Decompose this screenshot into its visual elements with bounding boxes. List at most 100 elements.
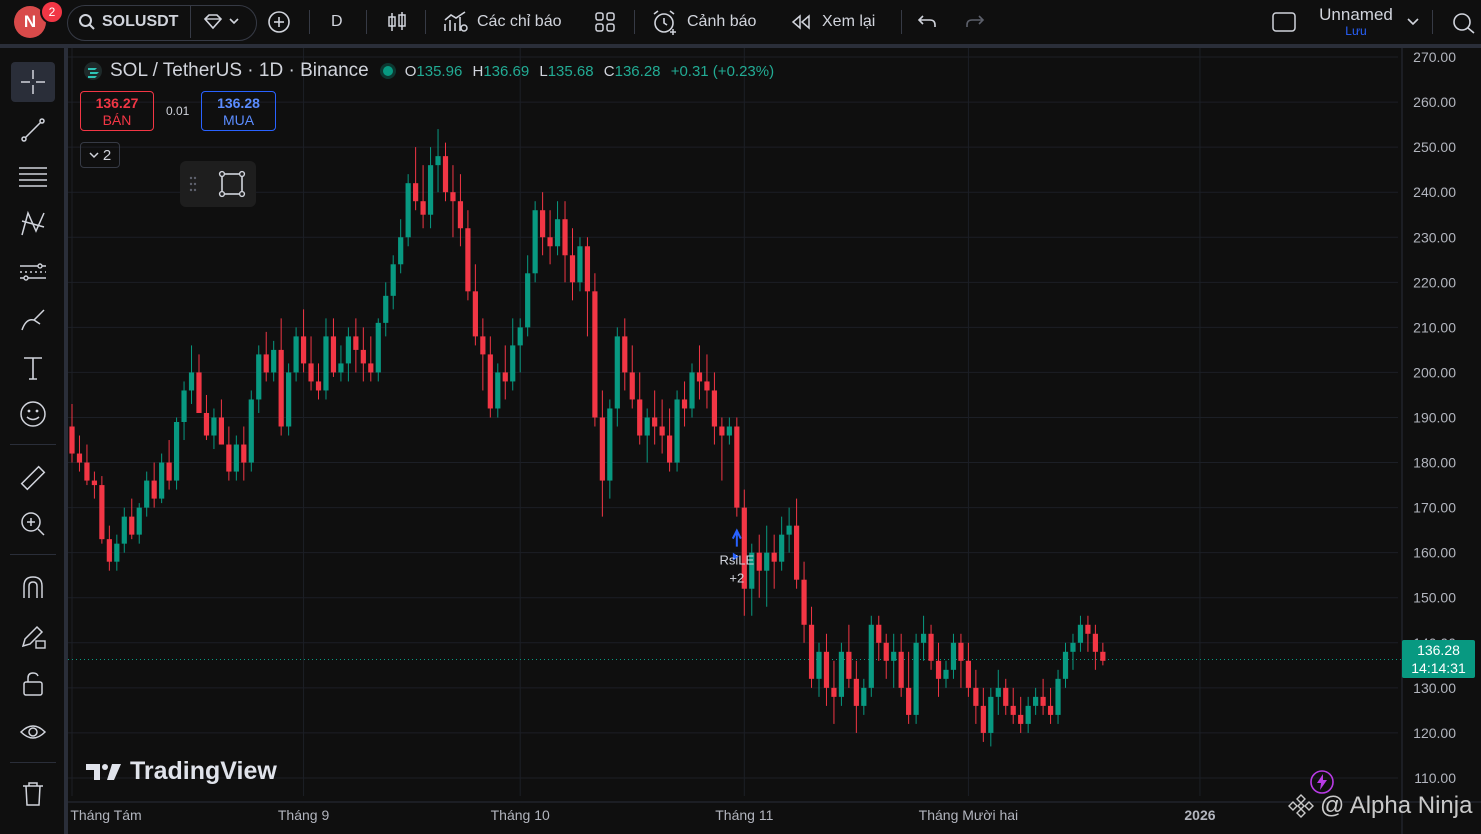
crosshair-tool[interactable] (11, 62, 55, 102)
candle-body (958, 642, 964, 661)
candle-body (76, 453, 83, 463)
candle-body (584, 246, 591, 292)
buy-button[interactable]: 136.28 MUA (201, 91, 276, 131)
y-tick-label: 130.00 (1413, 680, 1456, 696)
y-tick-label: 150.00 (1413, 590, 1456, 606)
layout-name-block[interactable]: Unnamed Lưu (1308, 5, 1404, 38)
y-tick-label: 250.00 (1413, 139, 1456, 155)
undo-icon[interactable] (916, 0, 938, 44)
candle-body (480, 336, 486, 355)
symbol-name[interactable]: SOLUSDT (102, 13, 179, 30)
search-icon (78, 0, 96, 44)
candle-body (861, 687, 867, 706)
candle-body (622, 336, 628, 373)
indicators-label: Các chỉ báo (477, 13, 562, 30)
candle-body (749, 552, 755, 589)
pattern-tool[interactable] (11, 204, 55, 244)
forecast-tool[interactable] (11, 252, 55, 292)
emoji-tool[interactable] (11, 394, 55, 434)
y-tick-label: 270.00 (1413, 49, 1456, 65)
candle-body (69, 426, 75, 454)
replay-button[interactable]: Xem lại (790, 0, 875, 44)
candle-body (218, 417, 224, 445)
candle-body (562, 219, 568, 256)
sell-button[interactable]: 136.27 BÁN (80, 91, 154, 131)
candles-chart-type-icon[interactable] (385, 0, 409, 44)
candle-body (577, 246, 583, 283)
candle-body (920, 633, 927, 643)
candle-body (114, 543, 120, 562)
candle-body (1025, 705, 1031, 724)
notification-badge: 2 (40, 0, 64, 24)
candle-body (226, 444, 232, 472)
magnet-tool[interactable] (11, 568, 55, 608)
candle-body (293, 336, 299, 373)
candle-body (816, 651, 822, 679)
lock-drawing-icon (21, 625, 46, 649)
candle-body (838, 651, 845, 697)
candle-body (450, 192, 456, 202)
candle-body (891, 651, 897, 661)
lightning-icon[interactable] (1309, 769, 1335, 800)
candle-body (883, 642, 889, 661)
indicators-button[interactable]: Các chỉ báo (443, 0, 562, 44)
rectangle-select-icon[interactable] (218, 170, 246, 198)
visibility-tool[interactable] (11, 712, 55, 752)
candle-body (644, 417, 650, 436)
candle-body (950, 642, 957, 670)
candle-body (741, 507, 747, 589)
trendline-tool[interactable] (11, 110, 55, 150)
indicators-collapse-button[interactable]: 2 (80, 142, 120, 168)
spread-value: 0.01 (166, 104, 190, 118)
quick-search-icon[interactable] (1450, 0, 1478, 44)
replay-label: Xem lại (822, 13, 876, 30)
tradingview-logo[interactable]: TradingView (84, 757, 277, 786)
symbol-title[interactable]: SOL / TetherUS · 1D · Binance (110, 60, 369, 81)
price-chart[interactable]: 110.00120.00130.00140.00150.00160.00170.… (68, 48, 1481, 834)
brush-tool[interactable] (11, 300, 55, 340)
candle-body (121, 516, 127, 544)
candle-body (711, 390, 718, 427)
remove-drawings-tool[interactable] (11, 774, 55, 814)
interval-button[interactable]: D (331, 13, 343, 30)
drag-handle-icon[interactable] (188, 175, 198, 193)
zoom-in-icon (21, 512, 45, 536)
floating-drawing-toolbar (180, 161, 256, 207)
redo-icon[interactable] (964, 0, 986, 44)
candle-body (510, 345, 516, 382)
symbol-search[interactable] (67, 5, 257, 41)
lock-drawing-tool[interactable] (11, 616, 55, 656)
text-icon (24, 357, 42, 380)
candle-body (846, 651, 852, 679)
compare-diamond-icon[interactable] (202, 0, 246, 44)
ruler-tool[interactable] (11, 458, 55, 498)
candle-body (1003, 687, 1009, 706)
alerts-button[interactable]: Cảnh báo (651, 0, 756, 44)
signal-label: RsiLE (719, 553, 754, 568)
candle-body (898, 651, 904, 688)
lock-tool[interactable] (11, 664, 55, 704)
sell-price: 136.27 (95, 95, 139, 111)
candle-body (1055, 678, 1061, 715)
candle-body (614, 336, 620, 409)
layout-menu-chevron-icon[interactable] (1406, 0, 1420, 44)
chevron-down-icon (89, 152, 99, 159)
candle-body (203, 412, 210, 436)
pattern-icon (21, 210, 45, 236)
text-tool[interactable] (11, 348, 55, 388)
x-tick-label: 2026 (1184, 807, 1215, 823)
candle-body (457, 201, 464, 229)
y-tick-label: 170.00 (1413, 500, 1456, 516)
zoom-in-tool[interactable] (11, 504, 55, 544)
add-symbol-icon[interactable] (266, 0, 292, 44)
candle-body (801, 579, 807, 625)
templates-grid-icon[interactable] (594, 0, 616, 44)
candle-body (211, 417, 217, 436)
layout-checkbox-icon[interactable] (1271, 0, 1297, 44)
candle-body (99, 485, 105, 540)
y-tick-label: 110.00 (1414, 770, 1456, 786)
fib-tool[interactable] (11, 156, 55, 196)
candle-body (517, 327, 523, 346)
market-open-dot (382, 66, 393, 76)
candle-body (144, 480, 150, 508)
